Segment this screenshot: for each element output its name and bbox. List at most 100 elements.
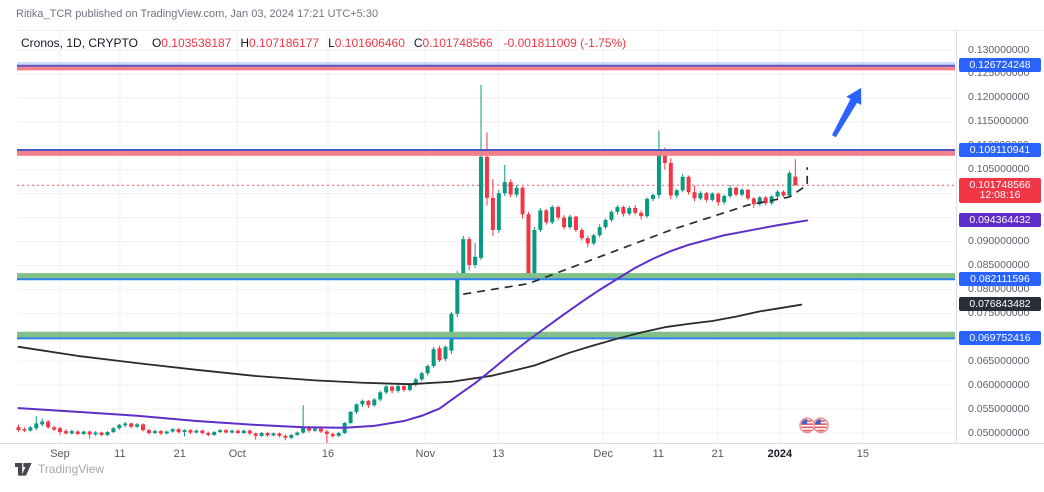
candle-body [295,432,300,435]
candle-body [123,423,128,426]
candle-body [401,386,406,390]
event-markers[interactable] [799,417,829,434]
candle-body [307,427,312,431]
candle-body [289,434,294,438]
candle-body [680,176,685,191]
time-tick-label: 16 [321,448,335,460]
candle-body [781,191,786,196]
price-axis[interactable]: 0.050000000 0.055000000 0.060000000 0.06500… [956,30,1044,443]
candle-body [692,192,697,199]
candle-body [93,432,98,435]
candle-body [739,189,744,195]
candle-body [40,421,45,425]
tradingview-logo[interactable]: TradingView [15,462,104,476]
candle-body [419,373,424,380]
candle-body [496,193,501,231]
candle-body [111,428,116,433]
price-tick-label: 0.130000000 [968,43,1030,56]
candle-body [567,216,572,228]
candle-body [135,424,140,427]
price-tick-label: 0.085000000 [968,258,1030,271]
candle-body [674,190,679,196]
candle-body [502,182,507,194]
candle-body [235,430,240,433]
candle-body [698,193,703,199]
candle-body [324,431,329,434]
candle-body [763,197,768,204]
dashed-trendline[interactable] [463,167,809,296]
time-axis[interactable]: Sep 11 21 Oct 16 Nov 13 Dec 11 21 2024 15 [0,443,1044,465]
candle-body [668,162,673,196]
candle-body [787,173,792,196]
candle-body [461,239,466,274]
supply-demand-zones [17,64,955,340]
candle-body [633,207,638,213]
candle-body [141,424,146,431]
candle-body [686,176,691,193]
candle-body [425,365,430,374]
candle-body [479,156,484,258]
candle-body [366,400,371,406]
candle-body [396,386,401,391]
ohlc-low: L0.101606460 [328,36,405,50]
candle-body [597,227,602,236]
candle-body [639,212,644,217]
time-tick-label: 11 [652,448,665,460]
candle-body [105,432,110,435]
price-badge-red: 0.101748566 12:08:16 [959,177,1041,203]
symbol-legend: Cronos, 1D, CRYPTO O0.103538187 H0.1071861… [21,36,626,50]
time-tick-label: Oct [228,448,246,460]
time-tick-label: Dec [593,448,613,460]
time-tick-label: Sep [50,448,70,460]
candle-body [75,431,80,434]
candle-body [28,427,33,431]
candle-body [484,156,489,198]
candle-body [621,207,626,214]
candle-body [212,432,217,435]
ohlc-close: C0.101748566 [413,36,493,50]
tradingview-logo-text: TradingView [38,462,105,476]
candle-body [253,433,258,436]
candle-body [722,196,727,203]
candle-body [473,256,478,265]
candle-body [158,431,163,434]
candle-body [591,235,596,244]
symbol-title: Cronos, 1D, CRYPTO [21,36,138,50]
candle-body [775,191,780,197]
candle-body [520,187,525,215]
candle-body [265,433,270,436]
candle-body [336,433,341,436]
candle-body [206,433,211,435]
candle-body [526,214,531,276]
price-badge-blue: 0.069752416 [959,330,1041,345]
candle-body [615,207,620,212]
candle-body [164,431,169,434]
candle-body [360,400,365,405]
candle-body [330,433,335,436]
candle-body [129,423,134,427]
arrow-up-drawing[interactable] [831,87,862,138]
time-tick-label: 21 [173,448,186,460]
candle-body [455,273,460,314]
price-tick-label: 0.115000000 [968,115,1029,128]
candle-body [645,198,650,217]
candle-body [241,430,246,433]
candle-body [200,430,205,433]
candle-body [271,433,276,436]
resistance-pink-zone [17,65,955,71]
candle-body [283,435,288,438]
candle-body [354,404,359,412]
candle-body [745,189,750,199]
price-tick-label: 0.120000000 [968,91,1030,104]
candle-body [508,182,513,195]
candle-body [407,384,412,390]
candle-body [710,193,715,200]
price-tick-label: 0.090000000 [968,235,1030,247]
change-value: -0.001811009 (-1.75%) [503,36,627,50]
candle-body [69,431,74,434]
candle-body [532,230,537,276]
candle-body [514,187,519,195]
candle-body [544,210,549,223]
candle-body [194,430,199,433]
